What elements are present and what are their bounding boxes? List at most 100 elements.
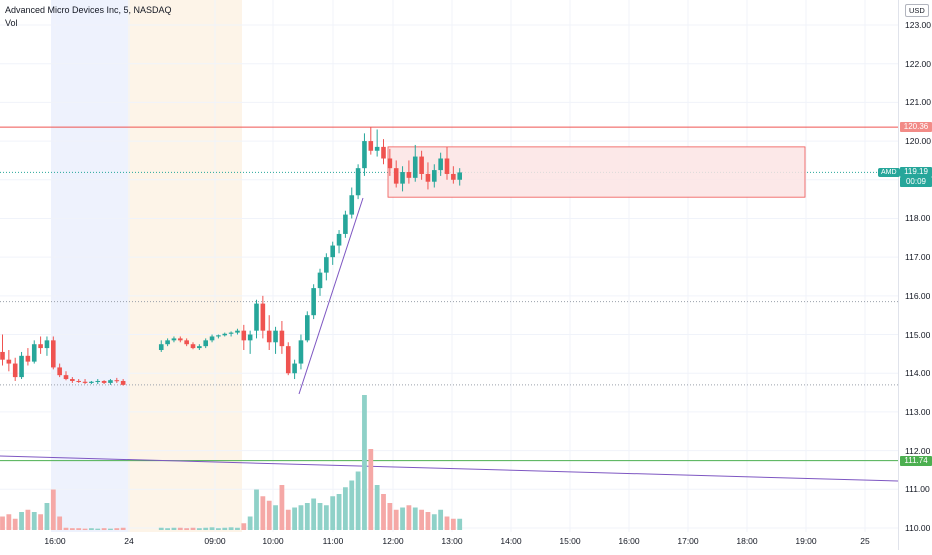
price-axis-label: 118.00 [905,213,931,224]
volume-bar [260,496,266,530]
chart-area[interactable] [0,0,899,550]
volume-bar [285,509,291,530]
candle-body [305,315,310,341]
volume-bar [317,503,323,530]
candle-body [57,367,62,376]
symbol-title[interactable]: Advanced Micro Devices Inc, 5, NASDAQ [5,5,172,15]
candle-body [432,170,437,182]
candle-body [266,330,272,343]
support-price-tag: 111.74 [900,455,932,466]
candle-body [285,346,291,374]
candle-body [438,158,443,171]
volume-bar [330,496,336,530]
volume-bar [101,528,107,530]
volume-indicator-label[interactable]: Vol [5,18,18,28]
candle-body [260,303,266,331]
volume-bar [247,516,253,530]
price-axis-label: 120.00 [905,136,931,147]
volume-bar [241,523,247,530]
volume-bar [450,518,456,530]
candle-body [44,340,50,349]
candle-body [406,172,412,178]
resistance-price-tag: 120.36 [900,122,932,133]
last-price-tag: 119.19 [900,167,932,178]
volume-bar [355,471,361,530]
time-axis-label: 14:00 [500,536,522,546]
price-axis-label: 117.00 [905,252,931,263]
volume-bar [323,505,329,530]
price-axis-label: 121.00 [905,97,931,108]
currency-label[interactable]: USD [905,4,929,17]
volume-bar [50,489,56,530]
volume-bar [279,485,285,530]
candle-body [19,355,24,378]
time-axis-label: 10:00 [262,536,284,546]
candle-body [216,335,221,337]
candlestick-chart[interactable] [0,0,899,550]
price-axis-label: 116.00 [905,290,931,301]
candle-body [393,168,399,184]
candle-body [165,340,170,345]
volume-bar [311,498,317,530]
volume-bar [349,480,355,530]
candle-body [298,340,304,364]
volume-bar [406,505,412,530]
candle-body [374,146,380,151]
candle-body [355,168,361,196]
time-axis-label: 16:00 [44,536,66,546]
candle-body [228,332,234,334]
time-axis-label: 25 [860,536,870,546]
volume-bar [266,500,272,530]
candle-body [235,330,240,333]
volume-bar [25,509,31,530]
candle-body [362,141,367,169]
candle-body [25,355,31,362]
candle-body [241,330,247,341]
candle-body [63,375,69,380]
volume-bar [0,516,5,530]
volume-bar [190,527,196,530]
candle-body [381,146,386,159]
volume-bar [89,528,94,530]
volume-bar [222,527,228,530]
session-band-pre-market [128,0,242,532]
candle-body [317,272,323,289]
time-axis-label: 09:00 [204,536,226,546]
chart-header: Advanced Micro Devices Inc, 5, NASDAQ Vo… [5,4,172,30]
price-axis-label: 114.00 [905,368,931,379]
volume-bar [203,527,209,530]
volume-bar [419,509,424,530]
time-axis-label: 24 [124,536,134,546]
volume-bar [6,514,12,530]
volume-bar [171,527,177,530]
volume-bar [362,395,367,530]
candle-body [400,172,405,184]
candle-body [209,336,215,341]
time-axis-label: 12:00 [382,536,404,546]
time-axis-label: 11:00 [322,536,344,546]
volume-bar [216,528,221,530]
symbol-price-tag: AMD [878,168,900,177]
volume-bar [165,528,170,530]
candle-body [324,257,329,273]
volume-bar [444,516,450,530]
volume-bar [108,528,113,530]
volume-bar [158,527,164,530]
candle-body [120,380,126,385]
volume-bar [63,527,69,530]
time-axis-label: 19:00 [795,536,817,546]
price-axis-label: 122.00 [905,58,931,69]
volume-bar [273,505,278,530]
candle-body [247,334,253,341]
volume-bar [114,528,120,530]
candle-body [457,172,462,180]
volume-bar [292,507,297,530]
volume-bar [343,487,348,530]
price-axis[interactable]: 123.00 122.00 121.00 120.00 118.00 117.00 116.… [898,0,932,550]
candle-body [197,346,202,349]
candle-body [254,303,259,331]
volume-bar [184,528,190,530]
volume-bar [400,507,405,530]
candle-countdown-tag: 00:09 [900,177,932,188]
candle-body [70,379,75,381]
